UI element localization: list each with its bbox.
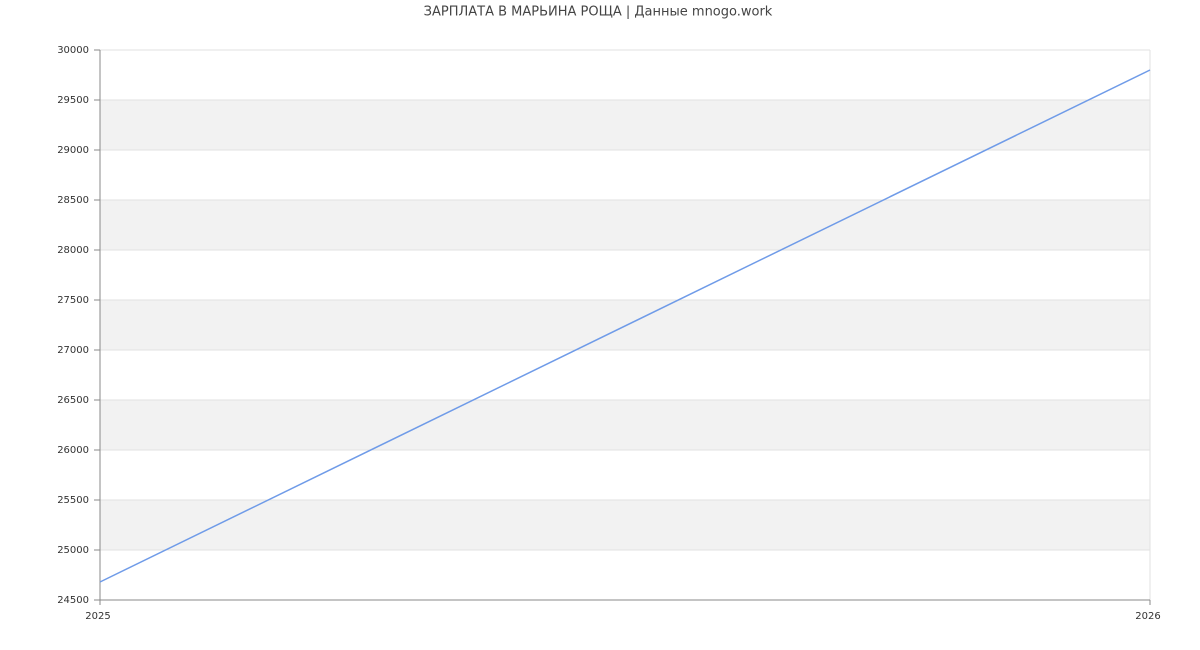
chart-title: ЗАРПЛАТА В МАРЬИНА РОЩА | Данные mnogo.w… <box>424 5 773 20</box>
y-tick-label: 27500 <box>57 295 89 306</box>
y-tick-label: 26500 <box>57 395 89 406</box>
grid-band <box>100 200 1150 250</box>
y-tick-label: 29000 <box>57 145 89 156</box>
grid-band <box>100 100 1150 150</box>
x-tick-label: 2025 <box>85 611 110 622</box>
y-tick-label: 28000 <box>57 245 89 256</box>
x-tick-label: 2026 <box>1135 611 1160 622</box>
y-tick-label: 30000 <box>57 45 89 56</box>
y-tick-label: 26000 <box>57 445 89 456</box>
line <box>99 69 1151 583</box>
grid-band <box>100 400 1150 450</box>
y-tick-label: 29500 <box>57 95 89 106</box>
y-tick-label: 27000 <box>57 345 89 356</box>
y-tick-label: 25500 <box>57 495 89 506</box>
y-tick-label: 25000 <box>57 545 89 556</box>
grid-band <box>100 300 1150 350</box>
y-tick-label: 24500 <box>57 595 89 606</box>
grid-band <box>100 500 1150 550</box>
y-tick-label: 28500 <box>57 195 89 206</box>
